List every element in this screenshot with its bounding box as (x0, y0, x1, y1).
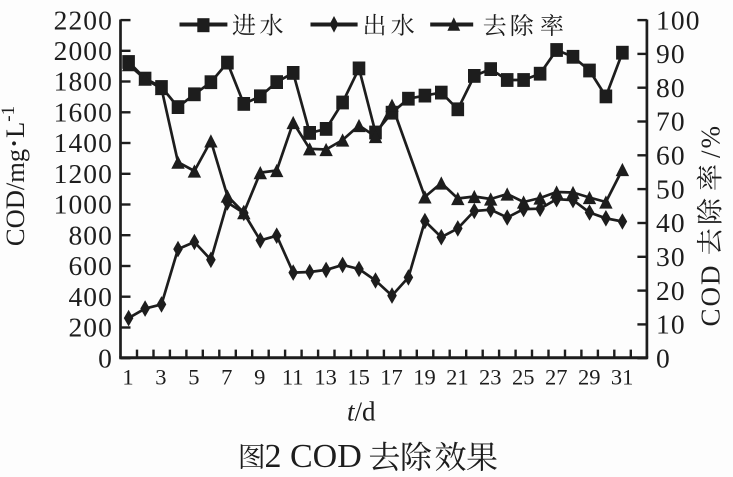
svg-text:27: 27 (545, 365, 568, 390)
svg-text:50: 50 (656, 173, 686, 204)
svg-text:/%: /% (696, 124, 726, 158)
svg-text:1800: 1800 (54, 66, 113, 97)
svg-text:90: 90 (656, 38, 686, 69)
svg-text:400: 400 (68, 281, 113, 312)
svg-text:40: 40 (656, 207, 686, 238)
svg-text:13: 13 (314, 365, 337, 390)
svg-text:20: 20 (656, 275, 686, 306)
svg-text:1200: 1200 (54, 158, 113, 189)
svg-text:31: 31 (611, 365, 634, 390)
svg-text:3: 3 (155, 365, 166, 390)
svg-text:0: 0 (656, 342, 671, 373)
svg-text:1000: 1000 (54, 189, 113, 220)
svg-text:7: 7 (221, 365, 232, 390)
svg-text:1: 1 (122, 365, 133, 390)
svg-text:COD: COD (696, 263, 726, 326)
svg-text:19: 19 (413, 365, 436, 390)
svg-text:29: 29 (578, 365, 601, 390)
svg-text:80: 80 (656, 72, 686, 103)
svg-text:2000: 2000 (54, 35, 113, 66)
svg-text:60: 60 (656, 140, 686, 171)
svg-text:800: 800 (68, 219, 113, 250)
svg-text:100: 100 (656, 4, 701, 35)
svg-text:15: 15 (347, 365, 370, 390)
svg-text:30: 30 (656, 241, 686, 272)
svg-text:1600: 1600 (54, 97, 113, 128)
svg-text:70: 70 (656, 106, 686, 137)
svg-text:10: 10 (656, 309, 686, 340)
svg-text:200: 200 (68, 312, 113, 343)
svg-text:5: 5 (188, 365, 199, 390)
svg-text:25: 25 (512, 365, 535, 390)
svg-text:21: 21 (446, 365, 469, 390)
svg-text:23: 23 (479, 365, 502, 390)
svg-text:9: 9 (254, 365, 265, 390)
svg-text:600: 600 (68, 250, 113, 281)
svg-text:t/d: t/d (347, 397, 376, 427)
svg-text:2 COD: 2 COD (265, 438, 362, 475)
svg-text:0: 0 (98, 342, 113, 373)
svg-text:1400: 1400 (54, 127, 113, 158)
svg-text:11: 11 (282, 365, 304, 390)
svg-text:COD/mg•L-1: COD/mg•L-1 (0, 106, 30, 246)
svg-text:2200: 2200 (54, 4, 113, 35)
svg-text:17: 17 (380, 365, 403, 390)
